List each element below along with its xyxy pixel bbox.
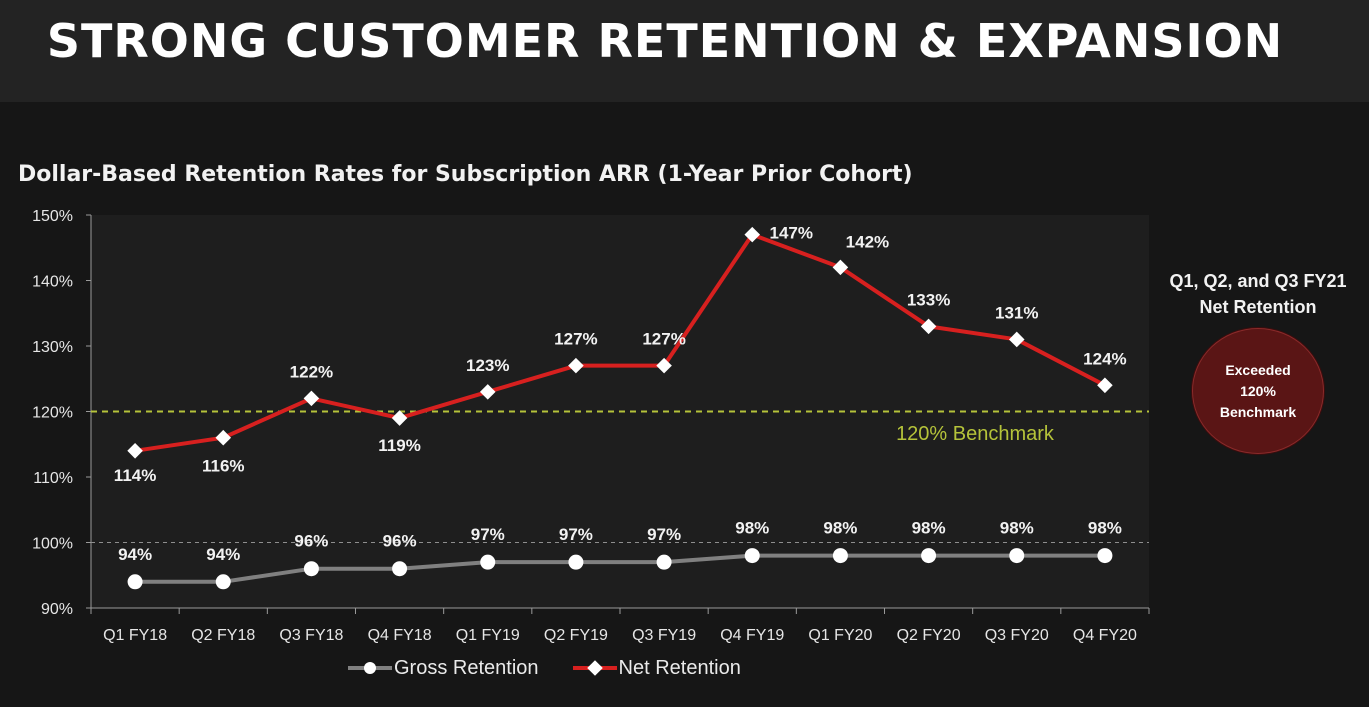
net-data-label: 133% xyxy=(907,290,950,309)
x-tick-label: Q1 FY19 xyxy=(456,627,520,644)
y-tick-label: 140% xyxy=(32,274,73,291)
gross-data-label: 98% xyxy=(823,519,857,538)
legend-net-label: Net Retention xyxy=(618,656,741,679)
net-data-label: 142% xyxy=(846,232,889,251)
gross-point xyxy=(127,574,143,590)
net-data-label: 131% xyxy=(995,303,1038,322)
net-data-label: 116% xyxy=(202,457,245,476)
net-data-label: 119% xyxy=(378,436,421,455)
gross-data-label: 98% xyxy=(1088,519,1122,538)
gross-point xyxy=(1097,548,1113,564)
net-retention-line xyxy=(134,232,1106,453)
gross-point xyxy=(480,554,496,570)
y-tick-label: 100% xyxy=(32,536,73,553)
x-tick-label: Q4 FY20 xyxy=(1073,627,1137,644)
net-point xyxy=(744,226,761,243)
gross-data-label: 96% xyxy=(383,532,417,551)
net-point xyxy=(1097,377,1113,394)
gross-data-label: 98% xyxy=(735,519,769,538)
gross-point xyxy=(215,574,231,590)
net-data-label: 124% xyxy=(1083,349,1126,368)
gross-data-label: 94% xyxy=(206,545,240,564)
net-data-label: 127% xyxy=(642,330,685,349)
net-point xyxy=(127,443,143,459)
gross-data-label: 97% xyxy=(559,525,593,544)
gross-data-label: 98% xyxy=(912,519,946,538)
x-tick-label: Q3 FY18 xyxy=(279,627,343,644)
gross-point xyxy=(392,561,408,577)
legend-item-gross: Gross Retention xyxy=(348,657,539,680)
y-tick-label: 90% xyxy=(41,601,73,618)
gross-point xyxy=(568,554,584,570)
gross-data-label: 98% xyxy=(1000,519,1034,538)
x-tick-label: Q3 FY19 xyxy=(632,627,696,644)
legend: Gross Retention Net Retention xyxy=(348,654,775,682)
y-tick-label: 120% xyxy=(32,405,73,422)
x-tick-label: Q1 FY20 xyxy=(808,627,872,644)
legend-item-net: Net Retention xyxy=(572,656,741,680)
gross-point xyxy=(656,554,672,570)
x-tick-label: Q3 FY20 xyxy=(985,627,1049,644)
x-tick-label: Q1 FY18 xyxy=(103,627,167,644)
x-tick-label: Q2 FY20 xyxy=(897,627,961,644)
x-tick-label: Q4 FY18 xyxy=(368,627,432,644)
net-data-label: 147% xyxy=(770,224,813,243)
net-data-label: 122% xyxy=(290,362,333,381)
legend-gross-marker xyxy=(348,662,392,674)
x-tick-label: Q2 FY18 xyxy=(191,627,255,644)
legend-net-marker xyxy=(572,660,617,676)
gross-data-label: 94% xyxy=(118,545,152,564)
benchmark-badge: Exceeded 120% Benchmark xyxy=(1192,328,1324,454)
header-band xyxy=(0,0,1369,102)
gross-point xyxy=(1009,548,1025,564)
gross-point xyxy=(303,561,319,577)
gross-data-label: 96% xyxy=(294,532,328,551)
gross-retention-line xyxy=(135,553,1105,584)
gross-data-label: 97% xyxy=(647,525,681,544)
benchmark-label: 120% Benchmark xyxy=(896,423,1055,445)
legend-gross-label: Gross Retention xyxy=(394,656,539,679)
net-data-label: 123% xyxy=(466,356,509,375)
gross-point xyxy=(832,548,848,564)
x-tick-label: Q2 FY19 xyxy=(544,627,608,644)
y-tick-label: 130% xyxy=(32,339,73,356)
gross-data-label: 97% xyxy=(471,525,505,544)
badge-text: Exceeded 120% Benchmark xyxy=(1219,361,1297,420)
y-tick-label: 110% xyxy=(33,470,73,487)
net-point xyxy=(215,429,232,446)
net-data-label: 127% xyxy=(554,330,597,349)
page-title: STRONG CUSTOMER RETENTION & EXPANSION xyxy=(46,14,1284,68)
gross-point xyxy=(744,548,760,564)
side-title: Q1, Q2, and Q3 FY21 Net Retention xyxy=(1169,271,1347,317)
x-tick-label: Q4 FY19 xyxy=(720,627,784,644)
gross-point xyxy=(921,548,937,564)
chart-title: Dollar-Based Retention Rates for Subscri… xyxy=(18,162,913,187)
net-data-label: 114% xyxy=(114,466,157,485)
y-tick-label: 150% xyxy=(32,208,73,225)
